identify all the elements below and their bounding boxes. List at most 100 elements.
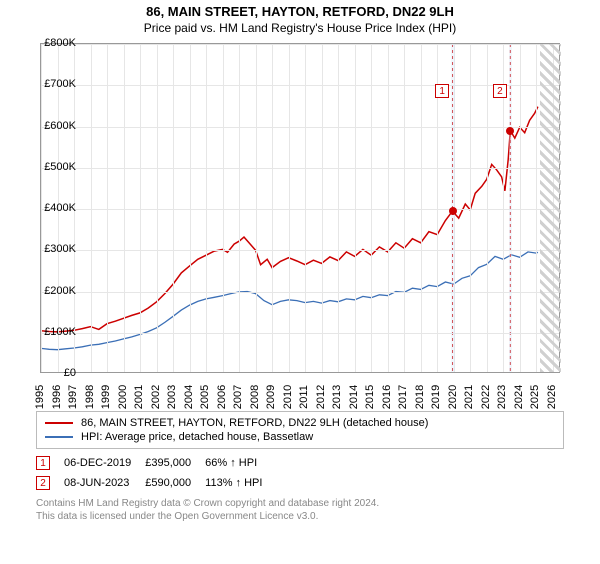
gridline-h (41, 85, 559, 86)
x-axis-label: 2019 (430, 385, 442, 409)
gridline-v (190, 44, 191, 372)
x-axis-label: 2005 (199, 385, 211, 409)
sale-hpi: 66% ↑ HPI (205, 453, 276, 473)
gridline-h (41, 127, 559, 128)
future-hatch (540, 44, 561, 372)
y-axis-label: £500K (44, 161, 76, 173)
x-axis-label: 1997 (67, 385, 79, 409)
sale-index-badge: 2 (36, 476, 50, 490)
gridline-v (421, 44, 422, 372)
gridline-v (256, 44, 257, 372)
legend-row: 86, MAIN STREET, HAYTON, RETFORD, DN22 9… (45, 416, 555, 430)
sales-table-row: 1 06-DEC-2019£395,00066% ↑ HPI (36, 453, 276, 473)
gridline-v (388, 44, 389, 372)
x-axis-label: 2015 (364, 385, 376, 409)
y-axis-label: £400K (44, 202, 76, 214)
x-axis-label: 2022 (480, 385, 492, 409)
gridline-v (487, 44, 488, 372)
footer-line-2: This data is licensed under the Open Gov… (36, 510, 564, 523)
gridline-v (157, 44, 158, 372)
gridline-v (107, 44, 108, 372)
gridline-h (41, 292, 559, 293)
x-axis-label: 2013 (331, 385, 343, 409)
legend-label: HPI: Average price, detached house, Bass… (81, 431, 313, 443)
plot-area: 12 (40, 43, 560, 373)
x-axis-label: 2001 (133, 385, 145, 409)
gridline-v (289, 44, 290, 372)
gridline-v (41, 44, 42, 372)
gridline-v (322, 44, 323, 372)
sale-marker-label: 1 (435, 84, 449, 98)
gridline-v (239, 44, 240, 372)
x-axis-label: 2011 (298, 385, 310, 409)
sales-table-row: 2 08-JUN-2023£590,000113% ↑ HPI (36, 473, 276, 493)
gridline-v (338, 44, 339, 372)
x-axis-label: 1995 (34, 385, 46, 409)
x-axis-label: 2006 (216, 385, 228, 409)
chart-area: 12 £0£100K£200K£300K£400K£500K£600K£700K… (40, 43, 600, 403)
x-axis-label: 1996 (51, 385, 63, 409)
y-axis-label: £0 (64, 367, 76, 379)
gridline-v (272, 44, 273, 372)
sale-price: £395,000 (145, 453, 205, 473)
legend-row: HPI: Average price, detached house, Bass… (45, 430, 555, 444)
x-axis-label: 2016 (381, 385, 393, 409)
sale-date: 06-DEC-2019 (64, 453, 145, 473)
sale-marker-label: 2 (493, 84, 507, 98)
x-axis-label: 2002 (150, 385, 162, 409)
x-axis-label: 1999 (100, 385, 112, 409)
gridline-v (173, 44, 174, 372)
x-axis-label: 2023 (496, 385, 508, 409)
chart-title: 86, MAIN STREET, HAYTON, RETFORD, DN22 9… (0, 4, 600, 19)
gridline-v (520, 44, 521, 372)
x-axis-label: 2018 (414, 385, 426, 409)
sale-marker-dot (506, 127, 514, 135)
gridline-v (371, 44, 372, 372)
x-axis-label: 2000 (117, 385, 129, 409)
y-axis-label: £100K (44, 326, 76, 338)
x-axis-label: 2012 (315, 385, 327, 409)
sale-hpi: 113% ↑ HPI (205, 473, 276, 493)
footer-attribution: Contains HM Land Registry data © Crown c… (36, 497, 564, 523)
y-axis-label: £800K (44, 37, 76, 49)
gridline-h (41, 333, 559, 334)
gridline-v (355, 44, 356, 372)
gridline-h (41, 250, 559, 251)
sale-marker-dot (449, 207, 457, 215)
sale-index-badge: 1 (36, 456, 50, 470)
gridline-v (404, 44, 405, 372)
sale-date: 08-JUN-2023 (64, 473, 145, 493)
x-axis-label: 2025 (529, 385, 541, 409)
gridline-v (536, 44, 537, 372)
sales-table: 1 06-DEC-2019£395,00066% ↑ HPI 2 08-JUN-202… (36, 453, 276, 493)
x-axis-label: 1998 (84, 385, 96, 409)
highlight-band (509, 44, 512, 372)
y-axis-label: £700K (44, 78, 76, 90)
y-axis-label: £600K (44, 120, 76, 132)
x-axis-label: 2009 (265, 385, 277, 409)
footer-line-1: Contains HM Land Registry data © Crown c… (36, 497, 564, 510)
gridline-v (206, 44, 207, 372)
y-axis-label: £300K (44, 243, 76, 255)
x-axis-label: 2021 (463, 385, 475, 409)
gridline-v (223, 44, 224, 372)
x-axis-label: 2003 (166, 385, 178, 409)
x-axis-label: 2020 (447, 385, 459, 409)
sale-price: £590,000 (145, 473, 205, 493)
x-axis-label: 2007 (232, 385, 244, 409)
gridline-v (91, 44, 92, 372)
chart-container: { "title": "86, MAIN STREET, HAYTON, RET… (0, 4, 600, 564)
x-axis-label: 2014 (348, 385, 360, 409)
x-axis-label: 2017 (397, 385, 409, 409)
gridline-v (124, 44, 125, 372)
legend-box: 86, MAIN STREET, HAYTON, RETFORD, DN22 9… (36, 411, 564, 449)
chart-subtitle: Price paid vs. HM Land Registry's House … (0, 21, 600, 35)
gridline-h (41, 209, 559, 210)
x-axis-label: 2026 (546, 385, 558, 409)
gridline-v (470, 44, 471, 372)
x-axis-label: 2010 (282, 385, 294, 409)
legend-label: 86, MAIN STREET, HAYTON, RETFORD, DN22 9… (81, 417, 428, 429)
x-axis-label: 2008 (249, 385, 261, 409)
y-axis-label: £200K (44, 285, 76, 297)
legend-swatch (45, 422, 73, 424)
